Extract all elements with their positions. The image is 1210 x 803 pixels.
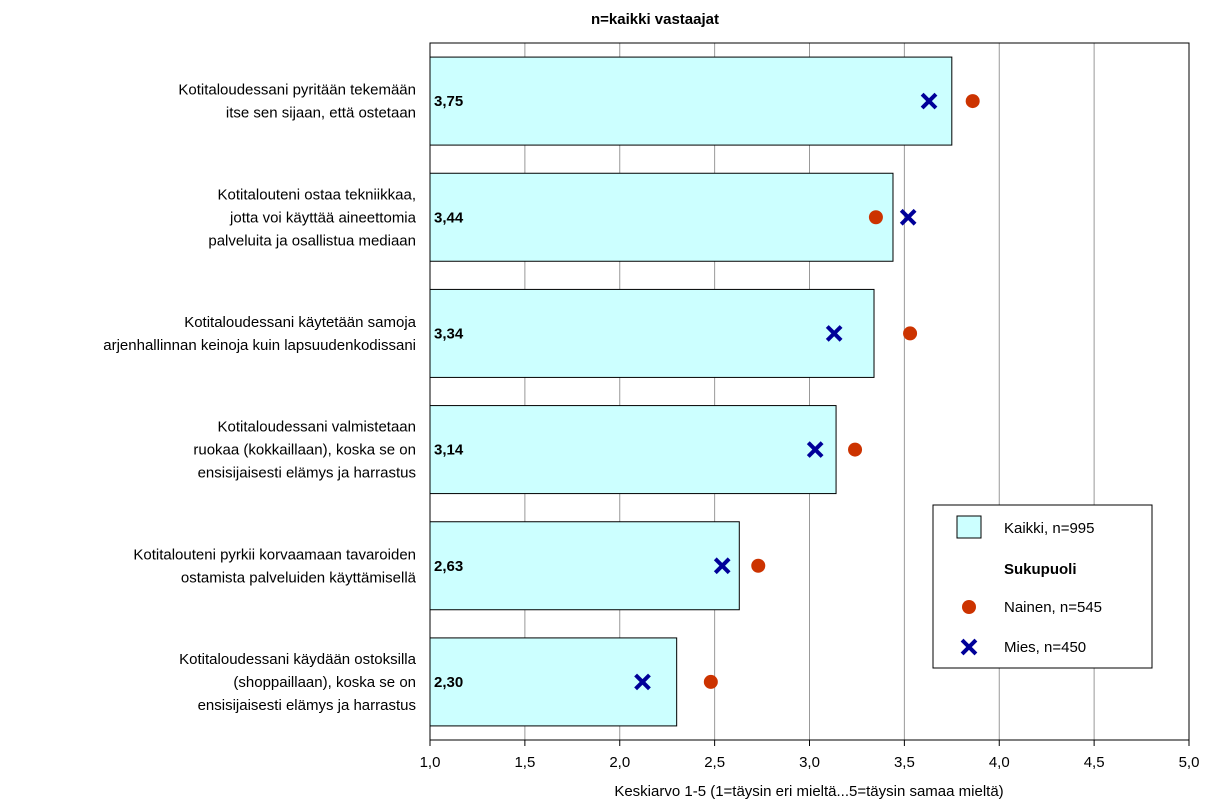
bar-value-label: 3,75 — [434, 93, 463, 110]
marker-x-stroke — [825, 325, 843, 342]
x-tick-label: 3,5 — [894, 754, 915, 771]
bar — [429, 172, 894, 262]
bar — [429, 288, 875, 378]
bars-layer: 3,75 3,44 3,34 3,14 2,63 2,30 — [429, 56, 953, 727]
marker-x-stroke — [920, 92, 938, 110]
bar — [429, 56, 953, 146]
marker-mies — [920, 92, 938, 110]
marker-nainen — [868, 210, 883, 225]
bar-value-label: 3,44 — [434, 209, 464, 226]
x-tick-label: 1,5 — [514, 754, 535, 771]
marker-mies — [634, 673, 651, 691]
legend-label-kaikki: Kaikki, n=995 — [1004, 520, 1094, 537]
category-label-line: itse sen sijaan, että ostetaan — [226, 105, 416, 122]
bar-value-label: 3,34 — [434, 325, 464, 342]
category-label-line: Kotitalouteni ostaa tekniikkaa, — [218, 186, 416, 203]
category-label-line: ostamista palveluiden käyttämisellä — [181, 569, 417, 586]
bar-value-label: 2,30 — [434, 674, 463, 691]
category-label-line: palveluita ja osallistua mediaan — [208, 232, 416, 249]
category-label-line: (shoppaillaan), koska se on — [233, 674, 416, 691]
category-label-line: Kotitaloudessani pyritään tekemään — [178, 82, 416, 99]
x-tick-label: 3,0 — [799, 754, 820, 771]
legend-swatch-kaikki — [956, 515, 982, 539]
bar — [429, 637, 678, 727]
chart-title: n=kaikki vastaajat — [591, 11, 719, 28]
marker-mies — [899, 208, 917, 226]
marker-x-stroke — [899, 208, 917, 226]
gridlines — [524, 43, 1095, 740]
legend-label-mies: Mies, n=450 — [1004, 639, 1086, 656]
category-label-line: Kotitaloudessani käydään ostoksilla — [179, 651, 416, 668]
x-tick-label: 1,0 — [420, 754, 441, 771]
bar — [429, 405, 837, 495]
marker-x-stroke — [634, 673, 651, 691]
x-tick-label: 5,0 — [1179, 754, 1200, 771]
category-label-line: Kotitaloudessani valmistetaan — [218, 419, 416, 436]
x-tick-label: 4,5 — [1084, 754, 1105, 771]
bar — [429, 521, 740, 611]
category-label-line: Kotitalouteni pyrkii korvaamaan tavaroid… — [133, 546, 416, 563]
legend-marker-x — [960, 638, 978, 656]
category-label-line: ruokaa (kokkaillaan), koska se on — [193, 442, 416, 459]
category-label-line: Kotitaloudessani käytetään samoja — [184, 314, 416, 331]
marker-x-stroke — [960, 638, 978, 656]
category-label-line: ensisijaisesti elämys ja harrastus — [198, 465, 416, 482]
bar-value-label: 3,14 — [434, 442, 464, 459]
x-tick-label: 2,0 — [609, 754, 630, 771]
marker-nainen — [903, 326, 918, 341]
category-labels: Kotitaloudessani pyritään tekemään itse s… — [103, 82, 416, 714]
bar-value-label: 2,63 — [434, 558, 463, 575]
category-label-line: ensisijaisesti elämys ja harrastus — [198, 697, 416, 714]
marker-nainen — [848, 442, 863, 457]
category-label-line: jotta voi käyttää aineettomia — [229, 209, 417, 226]
marker-x-stroke — [713, 557, 731, 575]
marker-nainen — [965, 94, 980, 109]
marker-mies — [825, 325, 843, 342]
marker-x-stroke — [806, 441, 824, 458]
x-tick-label: 2,5 — [704, 754, 725, 771]
legend-label-nainen: Nainen, n=545 — [1004, 599, 1102, 616]
marker-mies — [806, 441, 824, 458]
x-tick-label: 4,0 — [989, 754, 1010, 771]
legend-marker-mies — [960, 638, 978, 656]
legend-group-heading: Sukupuoli — [1004, 561, 1077, 578]
marker-nainen — [751, 558, 766, 573]
marker-mies — [713, 557, 731, 575]
category-label-line: arjenhallinnan keinoja kuin lapsuudenkod… — [103, 337, 416, 354]
marker-nainen — [703, 674, 718, 689]
x-axis-title: Keskiarvo 1-5 (1=täysin eri mieltä...5=t… — [614, 783, 1003, 800]
legend-marker-nainen — [962, 600, 976, 614]
legend: Kaikki, n=995 Sukupuoli Nainen, n=545 Mi… — [932, 504, 1153, 669]
x-axis: 1,0 1,5 2,0 2,5 3,0 3,5 4,0 4,5 5,0 — [420, 740, 1200, 771]
markers-layer — [634, 92, 980, 691]
